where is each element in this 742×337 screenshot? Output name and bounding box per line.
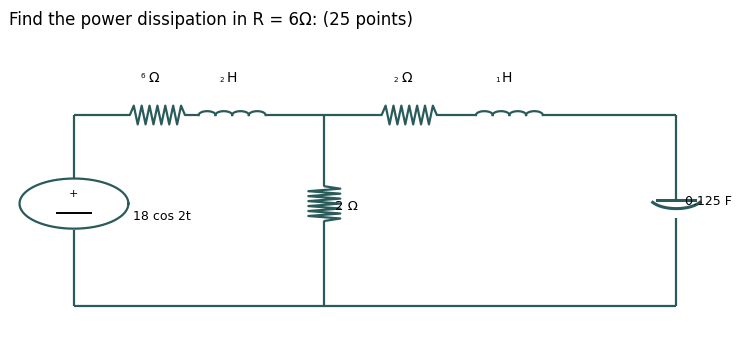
- Text: +: +: [69, 189, 79, 199]
- Text: $_2$: $_2$: [219, 75, 225, 85]
- Text: Find the power dissipation in R = 6Ω: (25 points): Find the power dissipation in R = 6Ω: (2…: [9, 11, 413, 29]
- Text: H: H: [502, 71, 513, 85]
- Text: 18 cos 2t: 18 cos 2t: [134, 211, 191, 223]
- Text: $_1$: $_1$: [495, 75, 501, 85]
- Text: $^6$: $^6$: [140, 73, 146, 84]
- Text: H: H: [226, 71, 237, 85]
- Text: $\Omega$: $\Omega$: [148, 71, 160, 85]
- Text: $_2$: $_2$: [393, 75, 399, 85]
- Text: 0.125 F: 0.125 F: [685, 195, 732, 208]
- Text: 2 Ω: 2 Ω: [335, 201, 358, 213]
- Text: $\Omega$: $\Omega$: [401, 71, 413, 85]
